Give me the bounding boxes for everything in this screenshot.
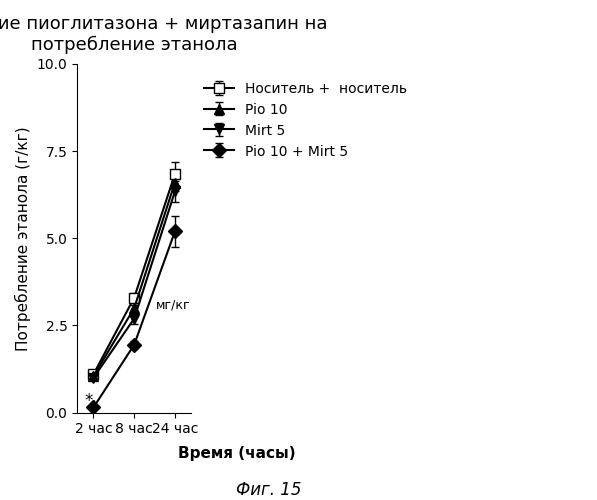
Title: Влияние пиоглитазона + миртазапин на
потребление этанола: Влияние пиоглитазона + миртазапин на пот… xyxy=(0,15,328,54)
Legend: Носитель +  носитель, Pio 10, Mirt 5, Pio 10 + Mirt 5: Носитель + носитель, Pio 10, Mirt 5, Pio… xyxy=(199,78,411,163)
Text: Время (часы): Время (часы) xyxy=(178,446,296,462)
Text: мг/кг: мг/кг xyxy=(156,298,190,311)
Text: *: * xyxy=(130,340,139,358)
Text: *: * xyxy=(84,392,93,410)
Y-axis label: Потребление этанола (г/кг): Потребление этанола (г/кг) xyxy=(15,126,31,350)
Text: *: * xyxy=(90,399,98,417)
Text: Фиг. 15: Фиг. 15 xyxy=(236,481,301,499)
